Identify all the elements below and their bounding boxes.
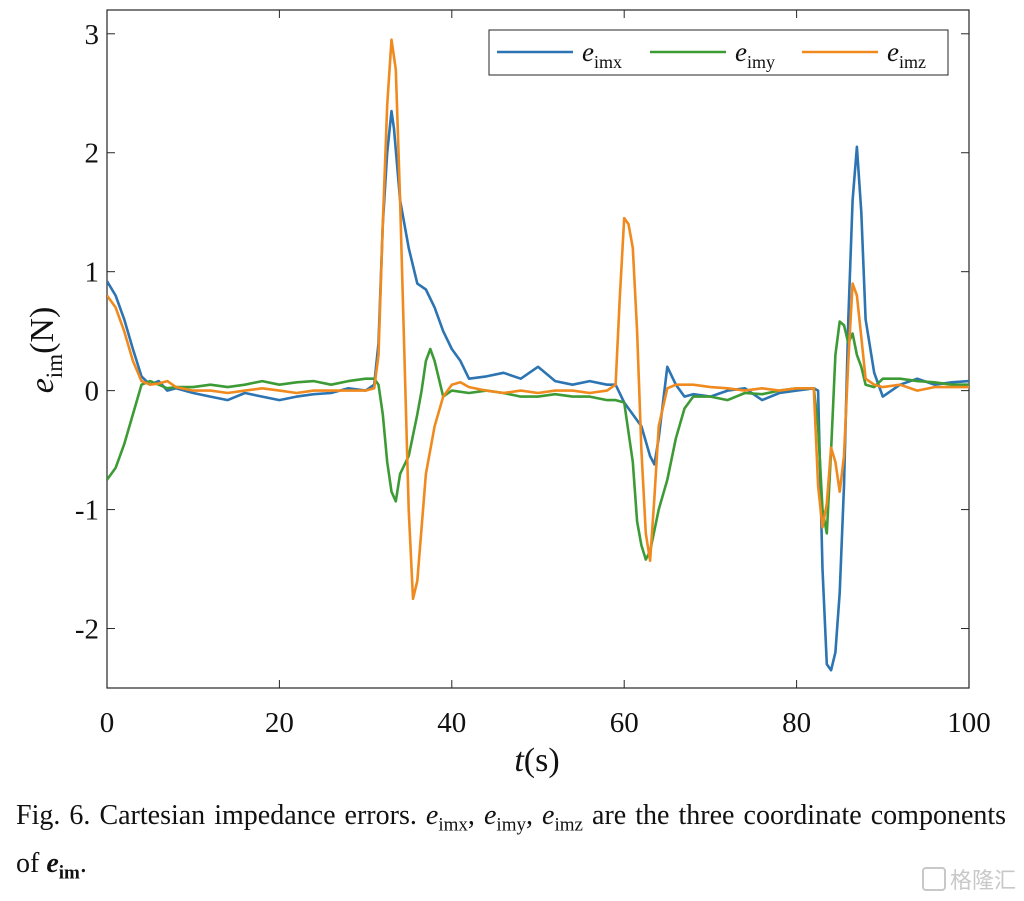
x-tick-label: 60 [610, 707, 639, 739]
legend-label-e-imx: eimx [582, 37, 622, 72]
y-tick-label: 2 [85, 138, 100, 170]
x-axis-label: t(s) [514, 742, 559, 779]
caption-var-imz: eimz [542, 800, 583, 836]
x-tick-label: 40 [437, 707, 466, 739]
y-tick-label: 3 [85, 19, 100, 51]
y-tick-label: 1 [85, 257, 100, 289]
watermark: 格隆汇 [921, 863, 1016, 895]
series-line-e-imz [107, 38, 969, 601]
caption-middle: are the three coordinate components of [16, 800, 1007, 879]
watermark-text: 格隆汇 [949, 869, 1016, 894]
caption-end: . [79, 847, 87, 879]
x-tick-label: 20 [265, 707, 294, 739]
caption-lead: Fig. 6. Cartesian impedance errors. [16, 800, 417, 831]
caption-var-imx: eimx [425, 800, 468, 836]
x-tick-label: 100 [947, 707, 991, 739]
y-tick-label: -2 [75, 614, 99, 646]
y-axis-label: eim(N) [24, 307, 67, 394]
watermark-logo-icon [921, 867, 946, 891]
legend-label-e-imy: eimy [735, 37, 775, 72]
series-line-e-imx [107, 109, 969, 672]
caption-symbol: eim [46, 847, 80, 884]
plot-frame [106, 9, 970, 689]
y-tick-label: 0 [85, 376, 100, 408]
legend-label-e-imz: eimz [887, 37, 926, 72]
x-tick-label: 80 [782, 707, 811, 739]
chart-figure: 0 20 40 60 80 100 3 2 1 0 -1 -2 eimx eimy eimz t(s) eim(… [24, 9, 991, 779]
caption-var-imy: eimy [483, 800, 526, 836]
y-tick-label: -1 [75, 495, 99, 527]
x-tick-label: 0 [100, 707, 115, 739]
series-line-e-imy [107, 320, 969, 561]
legend [488, 29, 949, 76]
figure-caption: Fig. 6. Cartesian impedance errors. eimx… [16, 800, 1007, 884]
